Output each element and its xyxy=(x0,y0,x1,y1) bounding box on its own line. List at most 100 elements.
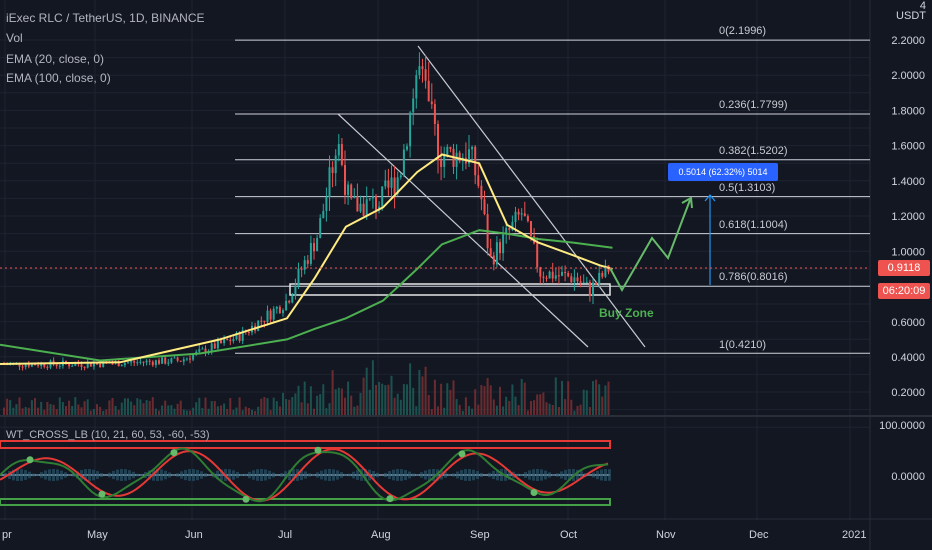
candle-body xyxy=(266,310,269,322)
osc-histogram-bar xyxy=(284,471,287,479)
fib-label-0: 0(2.1996) xyxy=(719,25,767,37)
candle-body xyxy=(74,363,77,366)
candle-body xyxy=(402,149,405,176)
volume-bar xyxy=(334,389,337,415)
candle-body xyxy=(588,281,591,296)
symbol-title[interactable]: iExec RLC / TetherUS, 1D, BINANCE xyxy=(6,11,205,25)
osc-histogram-bar xyxy=(452,473,455,477)
volume-bar xyxy=(133,405,136,415)
volume-bar xyxy=(204,397,207,415)
ema100-line xyxy=(0,229,613,362)
candle-body xyxy=(263,320,266,322)
candle-body xyxy=(130,361,133,363)
volume-bar xyxy=(517,405,520,415)
osc-histogram-bar xyxy=(376,472,379,478)
osc-histogram-bar xyxy=(52,469,55,481)
candle-body xyxy=(232,339,235,342)
candle-body xyxy=(561,271,563,276)
volume-bar xyxy=(96,404,98,415)
osc-histogram-bar xyxy=(160,469,163,481)
osc-histogram-bar xyxy=(100,473,103,477)
volume-bar xyxy=(263,397,266,415)
candle-body xyxy=(440,160,443,167)
candle-body xyxy=(30,363,33,367)
volume-bar xyxy=(173,408,176,415)
osc-histogram-bar xyxy=(312,474,315,476)
volume-bar xyxy=(111,397,114,415)
volume-bar xyxy=(99,406,102,415)
osc-histogram-bar xyxy=(48,469,51,481)
price-axis-currency[interactable]: USDT xyxy=(896,10,926,22)
osc-histogram-bar xyxy=(288,469,291,481)
osc-histogram-bar xyxy=(608,469,611,481)
volume-bar xyxy=(40,401,43,415)
candle-body xyxy=(557,275,560,277)
ema20-legend[interactable]: EMA (20, close, 0) xyxy=(6,52,105,66)
volume-bar xyxy=(350,395,353,415)
price-tick-label: 1.6000 xyxy=(891,141,925,153)
osc-histogram-bar xyxy=(444,472,447,478)
candle-body xyxy=(604,265,607,277)
volume-bar xyxy=(77,404,80,415)
osc-histogram-bar xyxy=(592,472,595,478)
candle-body xyxy=(523,213,526,217)
candle-body xyxy=(384,180,387,187)
candle-body xyxy=(322,210,325,219)
candle-body xyxy=(356,196,359,212)
candle-body xyxy=(127,362,129,364)
candle-body xyxy=(99,363,102,367)
osc-histogram-bar xyxy=(28,471,31,479)
candle-body xyxy=(235,333,238,340)
candle-body xyxy=(136,362,139,364)
candle-body xyxy=(443,155,446,167)
volume-bar xyxy=(74,397,77,415)
osc-histogram-bar xyxy=(564,469,567,481)
osc-histogram-bar xyxy=(548,472,551,478)
oscillator-legend[interactable]: WT_CROSS_LB (10, 21, 60, 53, -60, -53) xyxy=(6,429,210,441)
candle-body xyxy=(378,206,381,211)
osc-histogram-bar xyxy=(468,469,471,481)
time-label-jul: Jul xyxy=(278,529,293,541)
osc-histogram-bar xyxy=(300,469,303,481)
osc-histogram-bar xyxy=(148,470,151,480)
candle-body xyxy=(424,69,427,81)
volume-legend[interactable]: Vol xyxy=(6,31,23,45)
candle-body xyxy=(430,101,433,105)
candle-body xyxy=(37,365,40,367)
volume-bar xyxy=(340,388,343,415)
volume-bar xyxy=(189,410,191,415)
candle-body xyxy=(505,227,508,235)
candle-body xyxy=(303,260,306,270)
candle-body xyxy=(396,177,399,194)
volume-bar xyxy=(55,409,58,415)
volume-bar xyxy=(344,397,346,415)
osc-histogram-bar xyxy=(416,474,419,476)
osc-histogram-bar xyxy=(276,474,279,476)
volume-bar xyxy=(198,397,201,415)
candle-body xyxy=(170,358,173,363)
osc-histogram-bar xyxy=(460,470,463,480)
volume-bar xyxy=(86,399,89,415)
volume-bar xyxy=(449,389,452,415)
buy-zone-label[interactable]: Buy Zone xyxy=(599,306,654,320)
volume-bar xyxy=(551,404,554,415)
candle-body xyxy=(545,277,548,279)
osc-histogram-bar xyxy=(520,474,523,476)
volume-bar xyxy=(396,393,399,415)
volume-bar xyxy=(244,406,247,415)
volume-bar xyxy=(235,407,238,415)
volume-bar xyxy=(192,407,195,415)
osc-histogram-bar xyxy=(88,469,91,481)
volume-bar xyxy=(582,389,585,415)
volume-bar xyxy=(598,384,601,415)
candle-body xyxy=(238,333,241,341)
candle-body xyxy=(458,152,461,162)
candle-body xyxy=(133,361,136,363)
ema100-legend[interactable]: EMA (100, close, 0) xyxy=(6,71,111,85)
volume-bar xyxy=(390,375,393,415)
osc-histogram-bar xyxy=(76,471,79,479)
measure-label[interactable]: 0.5014 (62.32%) 5014 xyxy=(668,163,778,181)
osc-histogram-bar xyxy=(232,470,235,480)
